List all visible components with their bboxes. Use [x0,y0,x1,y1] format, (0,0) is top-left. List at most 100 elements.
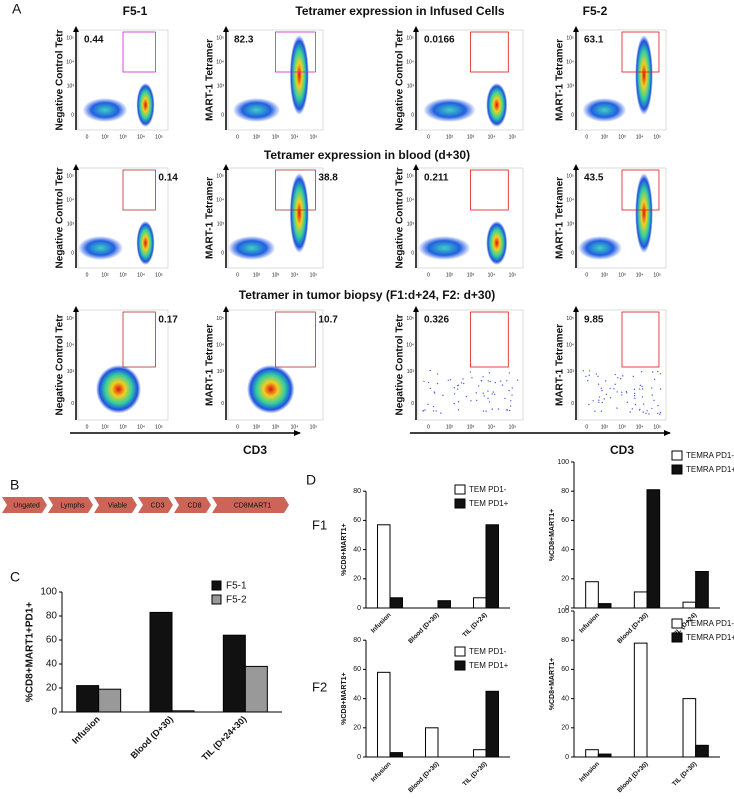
y-tick-label: 100 [40,587,57,598]
event-dot [651,394,653,396]
y-tick-label: 20 [561,576,569,583]
gate [122,311,156,368]
x-tick-label: 10³ [119,134,127,140]
y-axis-label: MART-1 Tetramer [555,39,566,121]
event-dot [653,378,656,380]
gating-step-label: CD8MART1 [234,502,272,509]
y-tick-label: 10⁴ [66,197,74,203]
event-dot [605,393,608,396]
x-tick-label: 0 [236,272,239,278]
x-tick-label: 10³ [272,134,280,140]
event-dot [456,388,459,390]
bar [473,597,487,609]
gating-step [48,497,93,513]
y-tick-label: 10⁴ [406,343,414,349]
bar [485,690,499,758]
event-dot [482,392,484,394]
event-dot [625,390,628,393]
y-axis-label: %CD8+MART1+ [549,658,556,711]
x-tick-label: 0 [427,134,430,140]
density [418,236,471,260]
y-tick-label: 20 [353,576,361,583]
axis-arrow [294,430,301,436]
event-dot [429,369,431,372]
event-dot [494,381,497,384]
event-dot [504,397,506,400]
x-tick-label: 10⁴ [488,424,496,430]
x-tick-label: 0 [585,424,588,430]
x-tick-label: 10⁴ [137,134,145,140]
y-tick-label: 10⁵ [66,173,74,179]
axis-arrow [73,26,79,32]
y-tick-label: 10³ [407,83,415,89]
event-dot [601,401,604,404]
event-dot [619,378,622,380]
event-dot [631,408,634,410]
y-tick-label: 0 [411,112,414,118]
x-tick-label: TIL (D+30) [671,761,698,788]
x-tick-label: 10⁵ [310,272,318,278]
event-dot [460,382,463,384]
y-axis-label: Negative Control Tetr [55,314,66,415]
density [96,365,141,414]
event-dot [600,410,602,412]
x-tick-label: 10² [253,424,261,430]
x-tick-label: 10⁴ [137,272,145,278]
y-tick-label: 0 [71,250,74,256]
x-tick-label: 10⁵ [310,134,318,140]
event-dot [659,413,661,415]
event-dot [651,387,653,389]
y-tick-label: 10⁴ [566,59,574,65]
event-dot [432,405,435,408]
event-dot [435,410,437,412]
event-dot [485,410,487,412]
x-tick-label: TIL (D+24+30) [200,714,249,763]
event-dot [598,396,601,398]
x-tick-label: 10⁴ [137,424,145,430]
event-dot [471,377,473,379]
x-tick-label: 10² [253,134,261,140]
event-dot [600,387,603,390]
density [486,83,508,127]
row-title: Tetramer in tumor biopsy (F1:d+24, F2: d… [239,288,496,302]
event-dot [648,413,650,415]
gate [621,311,660,368]
event-dot [641,388,644,390]
bar [682,698,697,758]
gate-value: 0.326 [424,315,449,326]
x-tick-label: 10³ [467,272,475,278]
event-dot [509,405,512,407]
y-tick-label: 0 [565,605,569,612]
bar [149,611,173,713]
event-dot [424,409,426,411]
x-tick-label: 10³ [272,424,280,430]
x-tick-label: 0 [236,424,239,430]
event-dot [614,383,616,386]
event-dot [508,409,511,412]
event-dot [640,370,643,373]
x-tick-label: 10³ [467,424,475,430]
gate-value: 38.8 [318,173,338,184]
x-tick-label: TIL (D+24) [461,612,488,639]
x-tick-label: Infusion [370,612,393,635]
event-dot [480,379,483,382]
y-tick-label: 10⁵ [216,316,224,322]
gate [621,31,660,73]
x-tick-label: 10⁴ [291,424,299,430]
y-tick-label: 60 [561,517,569,524]
x-tick-label: Blood (D+30) [129,714,176,761]
density [78,236,123,260]
event-dot [488,372,491,374]
event-dot [487,390,489,392]
legend-swatch [671,632,683,643]
event-dot [436,373,439,375]
x-tick-label: 10² [101,424,109,430]
x-tick-label: 10² [253,272,261,278]
y-tick-label: 10⁵ [566,35,574,41]
y-tick-label: 0 [51,707,57,718]
x-tick-label: 0 [86,134,89,140]
event-dot [487,380,490,382]
y-tick-label: 10⁵ [216,173,224,179]
event-dot [457,384,459,387]
